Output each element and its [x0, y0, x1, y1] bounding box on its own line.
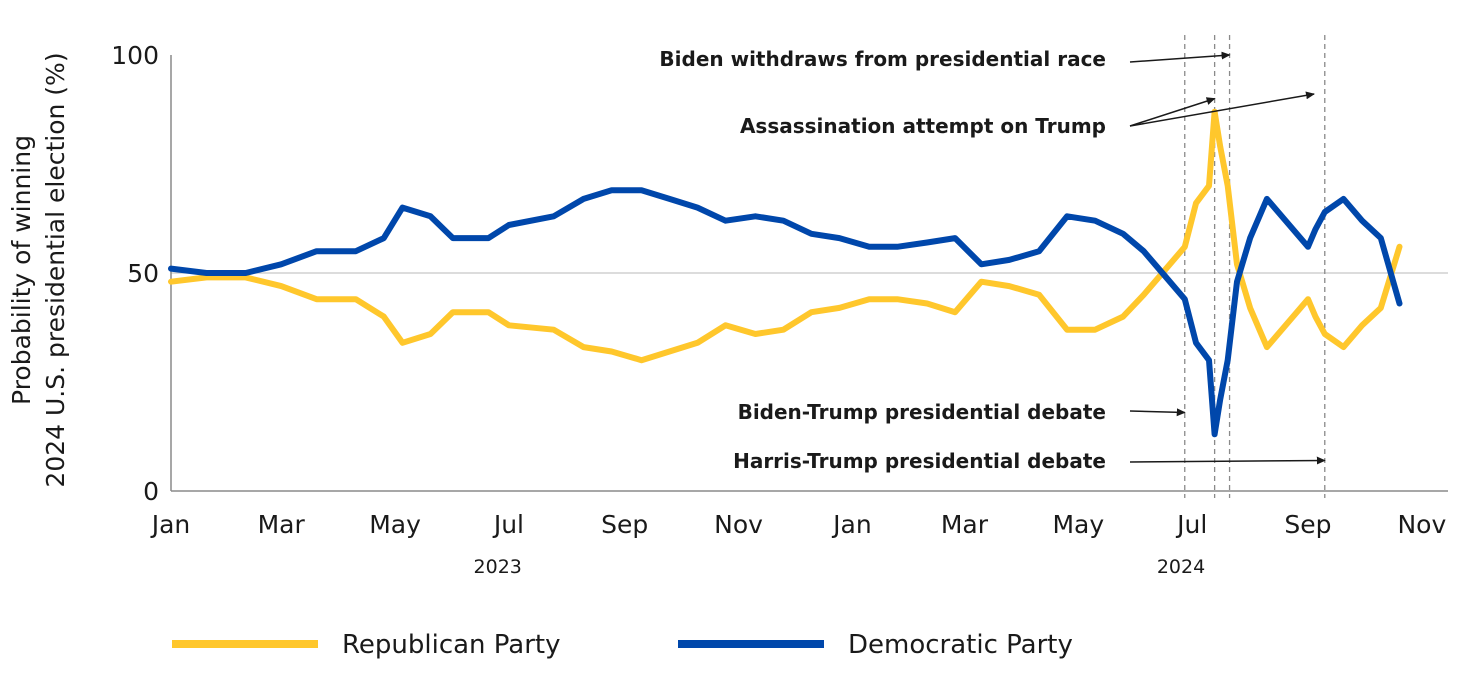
x-tick-label: Sep [601, 510, 648, 539]
annotation-arrow [1129, 456, 1326, 465]
y-tick-label: 50 [127, 259, 159, 288]
annotation-label: Biden withdraws from presidential race [659, 47, 1106, 71]
x-tick-label: Jul [492, 510, 524, 539]
x-tick-label: Nov [1397, 510, 1446, 539]
x-tick-label: Jul [1175, 510, 1207, 539]
x-tick-label: Nov [714, 510, 763, 539]
series-line-democratic-party [168, 187, 1403, 438]
y-tick-label: 100 [111, 41, 159, 70]
x-tick-label: Jan [831, 510, 872, 539]
x-tick-label: May [1052, 510, 1104, 539]
annotation-label: Harris-Trump presidential debate [733, 449, 1106, 473]
annotation-arrow [1129, 408, 1186, 417]
series-line-republican-party [168, 108, 1403, 364]
legend-label: Republican Party [342, 630, 561, 660]
year-labels: 2023 2024 [474, 556, 1206, 578]
y-tick-label: 0 [143, 477, 159, 506]
legend: Republican Party Democratic Party [172, 630, 1073, 660]
y-axis-title-line2: 2024 U.S. presidential election (%) [41, 52, 70, 487]
annotation-label: Assassination attempt on Trump [740, 114, 1106, 138]
x-tick-labels: Jan Mar May Jul Sep Nov Jan Mar May Jul Sep Nov [150, 510, 1447, 539]
y-axis-title: Probability of winning 2024 U.S. preside… [7, 52, 70, 487]
annotation-arrow [1129, 97, 1216, 127]
annotation-label: Biden-Trump presidential debate [738, 400, 1106, 424]
legend-label: Democratic Party [848, 630, 1073, 660]
x-tick-label: Mar [258, 510, 306, 539]
annotation-arrow [1129, 51, 1231, 63]
y-tick-labels: 0 50 100 [111, 41, 159, 506]
annotations: Biden withdraws from presidential race As… [659, 47, 1326, 473]
y-axis-title-line1: Probability of winning [7, 135, 36, 405]
x-tick-label: Mar [941, 510, 989, 539]
annotation-arrow [1129, 91, 1315, 127]
series-lines [168, 108, 1403, 438]
x-tick-label: Sep [1284, 510, 1331, 539]
year-label: 2024 [1157, 556, 1205, 578]
x-tick-label: Jan [150, 510, 191, 539]
x-tick-label: May [369, 510, 421, 539]
year-label: 2023 [474, 556, 522, 578]
